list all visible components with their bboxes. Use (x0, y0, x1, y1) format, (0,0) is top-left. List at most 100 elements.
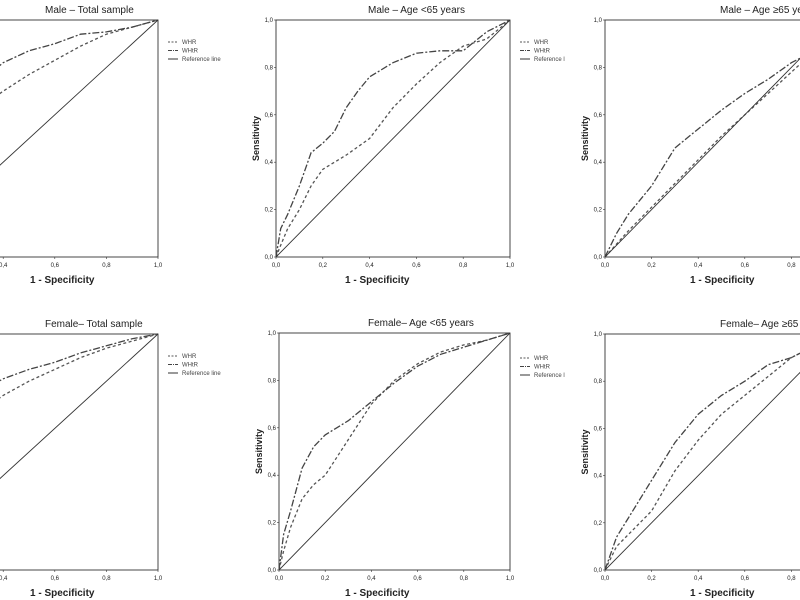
legend-entry: WHR (534, 356, 549, 362)
roc-panel-5: Female– Age <65 years 0,0 0,2 0,4 0,6 0,8 1,0 0… (254, 318, 565, 599)
legend-entry: WHR (534, 40, 549, 46)
plot-frame (278, 332, 511, 571)
series-line-reference (605, 58, 800, 258)
x-tick-label: 0,4 (0, 263, 8, 269)
y-tick-label: 0,4 (594, 474, 603, 480)
panel-title: Female– Age <65 years (368, 318, 474, 329)
plot-frame (604, 19, 800, 258)
y-tick-label: 1,0 (265, 18, 274, 24)
x-axis-label: 1 - Specificity (345, 275, 410, 286)
x-tick-label: 0,8 (787, 576, 796, 582)
roc-panel-1: Male – Total sample 0,4 0,6 0,8 1,0 1 - Speci… (0, 5, 221, 286)
series-line-whtr (279, 332, 510, 571)
x-tick-label: 0,4 (365, 263, 374, 269)
y-tick-label: 0,6 (268, 426, 277, 432)
x-tick-label: 0,8 (787, 263, 796, 269)
legend-entry: WHR (182, 354, 197, 360)
y-axis-label: Sensitivity (580, 116, 590, 161)
x-tick-label: 1,0 (506, 576, 515, 582)
x-tick-label: 0,4 (0, 576, 8, 582)
series-line-whr (0, 333, 158, 399)
x-tick-label: 0,8 (459, 263, 468, 269)
series-line-whr (605, 63, 800, 258)
series-line-whtr (0, 333, 158, 382)
panel-title: Female– Total sample (45, 319, 143, 330)
y-tick-label: 1,0 (594, 332, 603, 338)
x-axis-label: 1 - Specificity (30, 275, 95, 286)
x-tick-label: 0,4 (694, 576, 703, 582)
roc-panel-3: Male – Age ≥65 years 0,0 0,2 0,4 0,6 0,8 0,0 0,… (580, 5, 800, 286)
x-tick-label: 0,8 (102, 576, 111, 582)
y-tick-label: 0,6 (594, 426, 603, 432)
roc-panel-4: Female– Total sample 0,4 0,6 0,8 1,0 1 - Spec… (0, 319, 221, 599)
series-line-whtr (276, 19, 510, 258)
series-line-whr (276, 19, 510, 258)
y-axis-label: Sensitivity (254, 429, 264, 474)
legend-entry: WHR (182, 40, 197, 46)
panel-title: Male – Age ≥65 years (720, 5, 800, 16)
y-tick-label: 1,0 (268, 331, 277, 337)
legend-entry: WHtR (182, 363, 199, 369)
series-line-whr (605, 352, 800, 571)
legend-entry: Reference line (182, 371, 221, 377)
x-tick-label: 0,6 (741, 263, 750, 269)
y-tick-label: 0,4 (594, 160, 603, 166)
y-tick-label: 0,0 (594, 568, 603, 574)
y-tick-label: 0,8 (265, 65, 274, 71)
y-tick-label: 0,4 (265, 160, 274, 166)
x-tick-label: 0,0 (601, 576, 610, 582)
y-tick-label: 1,0 (594, 18, 603, 24)
roc-panel-6: Female– Age ≥65 years 0,0 0,2 0,4 0,6 0,8 0,0 0… (580, 319, 800, 599)
y-tick-label: 0,0 (268, 568, 277, 574)
y-tick-label: 0,8 (594, 65, 603, 71)
panel-title: Male – Age <65 years (368, 5, 465, 16)
plot-frame (275, 19, 511, 258)
x-tick-label: 1,0 (506, 263, 515, 269)
x-axis-label: 1 - Specificity (690, 588, 755, 599)
x-tick-label: 0,4 (367, 576, 376, 582)
series-line-whtr (605, 57, 800, 258)
x-tick-label: 0,2 (647, 576, 656, 582)
roc-panel-2: Male – Age <65 years 0,0 0,2 0,4 0,6 0,8 1,0 0,… (251, 5, 565, 286)
y-tick-label: 0,0 (594, 255, 603, 261)
x-tick-label: 0,6 (413, 576, 422, 582)
x-tick-label: 0,2 (321, 576, 330, 582)
x-tick-label: 0,6 (51, 576, 60, 582)
x-tick-label: 0,4 (694, 263, 703, 269)
y-tick-label: 0,8 (594, 379, 603, 385)
y-tick-label: 0,2 (594, 208, 603, 214)
legend-entry: WHtR (182, 49, 199, 55)
x-tick-label: 0,0 (601, 263, 610, 269)
plot-frame (0, 333, 159, 571)
x-tick-label: 0,0 (272, 263, 281, 269)
series-line-reference-line (0, 333, 158, 480)
panel-title: Female– Age ≥65 years (720, 319, 800, 330)
x-axis-label: 1 - Specificity (345, 588, 410, 599)
legend-entry: Reference l (534, 373, 565, 379)
y-tick-label: 0,0 (265, 255, 274, 261)
y-tick-label: 0,2 (265, 208, 274, 214)
x-tick-label: 1,0 (154, 263, 163, 269)
x-tick-label: 0,6 (412, 263, 421, 269)
x-tick-label: 0,8 (102, 263, 111, 269)
legend-entry: Reference l (534, 57, 565, 63)
x-tick-label: 0,6 (741, 576, 750, 582)
y-tick-label: 0,4 (268, 473, 277, 479)
x-axis-label: 1 - Specificity (30, 588, 95, 599)
plot-frame (604, 333, 800, 571)
series-line-whtr (605, 352, 800, 571)
series-line-reference-l (279, 332, 510, 571)
y-tick-label: 0,8 (268, 378, 277, 384)
panel-title: Male – Total sample (45, 5, 134, 16)
x-axis-label: 1 - Specificity (690, 275, 755, 286)
x-tick-label: 0,2 (647, 263, 656, 269)
y-axis-label: Sensitivity (251, 116, 261, 161)
y-tick-label: 0,2 (268, 521, 277, 527)
series-line-reference-l (276, 19, 510, 258)
series-line-whtr (0, 19, 158, 67)
y-tick-label: 0,6 (265, 113, 274, 119)
series-line-reference (605, 371, 800, 571)
series-line-whr (279, 332, 510, 571)
legend-entry: Reference line (182, 57, 221, 63)
